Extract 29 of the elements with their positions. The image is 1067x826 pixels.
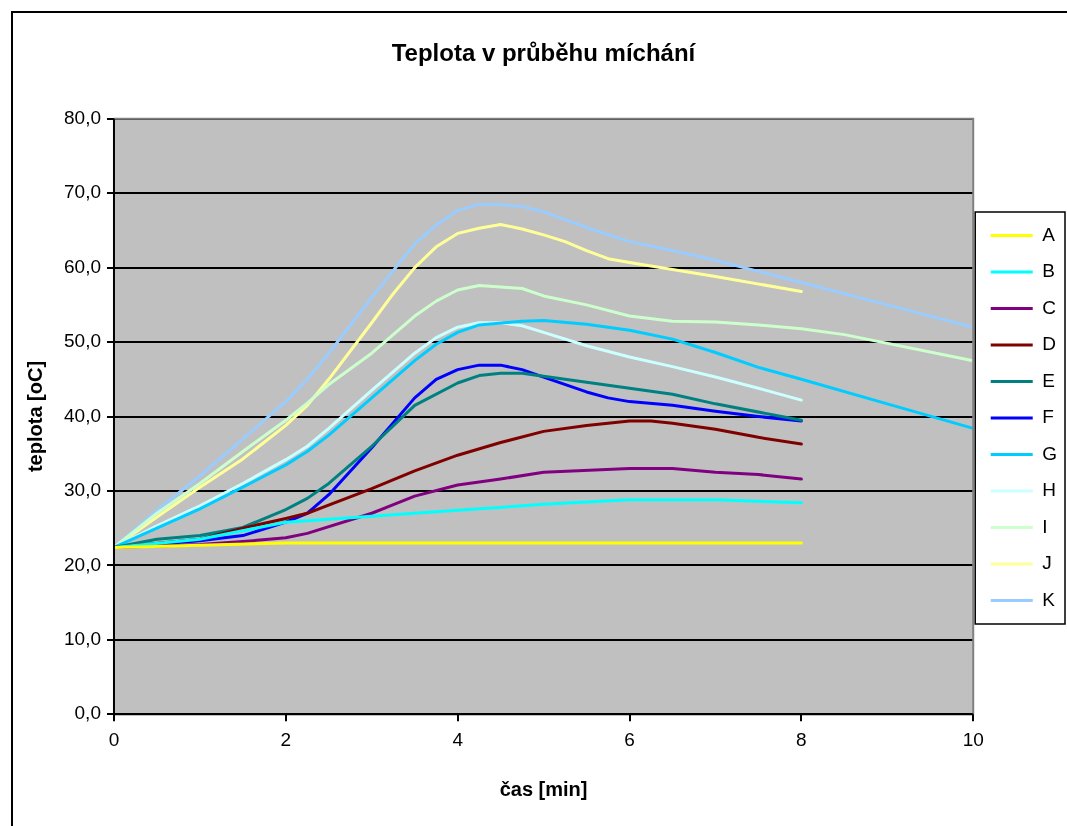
- x-tick-label: 6: [624, 728, 635, 750]
- y-tick-label: 80,0: [64, 107, 101, 129]
- legend-label: F: [1042, 406, 1054, 428]
- legend-label: D: [1042, 333, 1056, 355]
- y-tick-label: 40,0: [64, 404, 101, 426]
- legend-label: K: [1042, 588, 1056, 610]
- y-tick-label: 50,0: [64, 330, 101, 352]
- legend-label: A: [1042, 223, 1056, 245]
- x-tick-label: 0: [108, 728, 120, 750]
- legend-label: I: [1042, 515, 1048, 537]
- y-tick-label: 10,0: [64, 628, 101, 650]
- chart-title: Teplota v průběhu míchání: [391, 39, 697, 67]
- x-axis-title: čas [min]: [499, 777, 588, 800]
- x-tick-label: 10: [962, 728, 984, 750]
- y-tick-label: 60,0: [64, 255, 101, 277]
- y-tick-label: 20,0: [64, 553, 101, 575]
- x-tick-label: 4: [452, 728, 464, 750]
- legend-label: G: [1042, 442, 1057, 464]
- legend-label: J: [1042, 552, 1052, 574]
- legend-label: H: [1042, 479, 1056, 501]
- y-axis-title: teplota [oC]: [23, 360, 46, 473]
- legend-label: E: [1042, 369, 1055, 391]
- y-tick-label: 70,0: [64, 181, 101, 203]
- legend-label: B: [1042, 260, 1055, 282]
- legend-label: C: [1042, 296, 1056, 318]
- y-tick-label: 30,0: [64, 479, 101, 501]
- x-tick-label: 2: [280, 728, 292, 750]
- y-tick-label: 0,0: [74, 702, 101, 724]
- x-tick-label: 8: [796, 728, 807, 750]
